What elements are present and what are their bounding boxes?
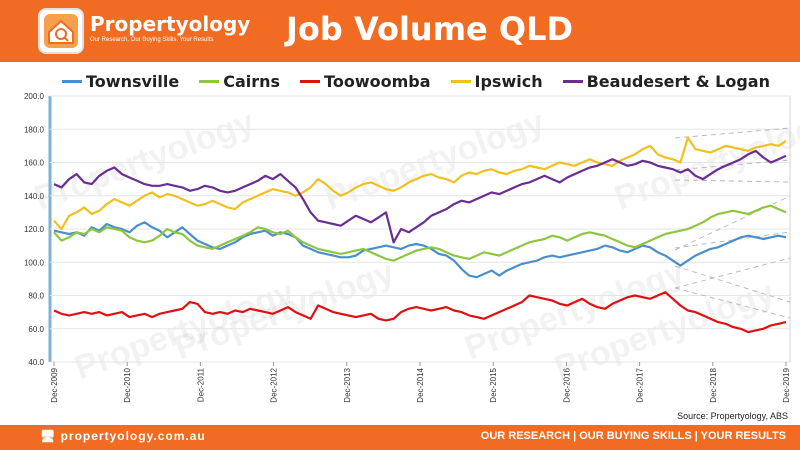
x-tick-label: Dec-2012	[270, 367, 279, 402]
line-chart: PropertyologyPropertyologyPropertyologyP…	[24, 92, 800, 403]
watermark-text: Propertyology	[30, 103, 260, 218]
y-tick-label: 100.0	[24, 258, 45, 267]
logo-tagline: Our Research. Our Buying Skills. Your Re…	[90, 37, 214, 43]
y-tick-label: 60.0	[28, 325, 44, 334]
legend-label-cairns: Cairns	[223, 71, 281, 91]
x-tick-label: Dec-2018	[709, 367, 718, 402]
legend-item-ipswich: Ipswich	[450, 71, 543, 91]
x-tick-label: Dec-2019	[782, 367, 791, 402]
footer-banner: 🖥 propertyology.com.au OUR RESEARCH | OU…	[0, 425, 800, 450]
page-title: Job Volume QLD	[286, 10, 574, 48]
legend-label-townsville: Townsville	[86, 71, 180, 91]
monitor-icon: 🖥	[40, 429, 61, 443]
y-tick-label: 80.0	[28, 292, 44, 301]
logo-name: Propertyology	[90, 12, 251, 36]
legend-label-ipswich: Ipswich	[474, 71, 543, 91]
footer-website-text: propertyology.com.au	[60, 429, 206, 443]
series-line-beaudesert-logan	[53, 149, 787, 244]
trend-line	[674, 257, 791, 289]
series-line-ipswich	[53, 136, 787, 231]
trend-line	[674, 265, 791, 303]
series-line-cairns	[53, 204, 787, 262]
legend-item-cairns: Cairns	[199, 72, 280, 91]
x-tick-label: Dec-2016	[562, 367, 571, 402]
source-note: Source: Propertyology, ABS	[677, 411, 788, 421]
series-line-toowoomba	[53, 291, 787, 334]
y-tick-label: 120.0	[24, 225, 45, 234]
trend-line	[674, 287, 791, 319]
x-tick-label: Dec-2010	[123, 367, 132, 402]
legend-item-toowoomba: Toowoomba	[300, 71, 431, 91]
x-tick-label: Dec-2009	[50, 367, 59, 402]
chart-legend: Townsville Cairns Toowoomba Ipswich Beau…	[62, 70, 790, 92]
legend-swatch-toowoomba	[300, 79, 321, 83]
x-tick-label: Dec-2013	[343, 367, 352, 402]
legend-item-beaudesert-logan: Beaudesert & Logan	[562, 71, 770, 91]
y-tick-label: 140.0	[24, 192, 45, 201]
y-tick-label: 200.0	[24, 92, 45, 101]
y-tick-label: 180.0	[24, 125, 45, 134]
legend-item-townsville: Townsville	[62, 72, 179, 91]
footer-slogan: OUR RESEARCH | OUR BUYING SKILLS | YOUR …	[480, 430, 786, 442]
legend-swatch-cairns	[199, 79, 220, 83]
legend-swatch-beaudesert-logan	[562, 79, 583, 83]
x-tick-label: Dec-2014	[416, 367, 425, 402]
trend-line	[674, 127, 791, 139]
x-tick-label: Dec-2017	[636, 367, 645, 402]
header-banner: Propertyology Our Research. Our Buying S…	[0, 0, 800, 62]
legend-swatch-townsville	[62, 79, 82, 83]
y-tick-label: 160.0	[24, 159, 45, 168]
trend-line	[674, 179, 791, 183]
legend-label-beaudesert-logan: Beaudesert & Logan	[586, 71, 770, 91]
legend-swatch-ipswich	[450, 79, 471, 83]
legend-label-toowoomba: Toowoomba	[324, 71, 431, 91]
watermark-text: Propertyology	[610, 103, 800, 218]
footer-website: 🖥 propertyology.com.au	[40, 429, 206, 443]
x-tick-label: Dec-2015	[489, 367, 498, 402]
trend-line	[674, 159, 791, 171]
trend-line	[674, 195, 791, 251]
y-tick-label: 40.0	[28, 358, 44, 367]
watermark-text: Propertyology	[320, 103, 550, 218]
logo-house-icon	[38, 8, 84, 54]
x-tick-label: Dec-2011	[196, 367, 205, 402]
